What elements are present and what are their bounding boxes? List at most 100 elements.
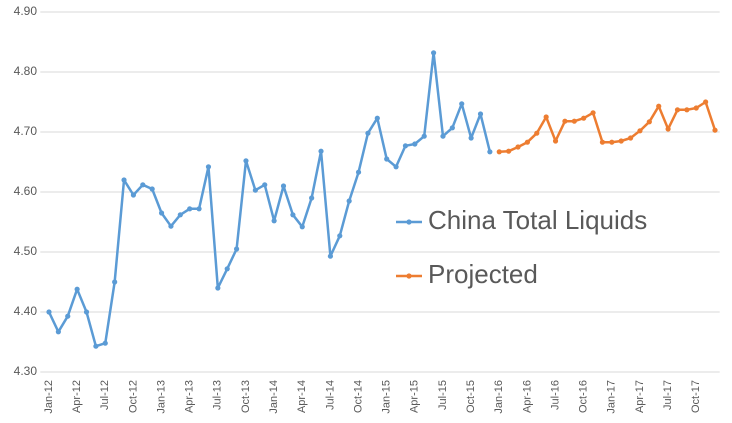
- series-marker: [515, 144, 521, 150]
- legend-marker: [406, 273, 412, 279]
- legend-marker: [406, 219, 412, 225]
- x-tick-label: Jul-16: [549, 380, 561, 410]
- x-tick-label: Jul-13: [212, 380, 224, 410]
- series-marker: [543, 114, 549, 120]
- x-tick-label: Jul-12: [99, 380, 111, 410]
- x-tick-label: Apr-13: [184, 380, 196, 413]
- x-tick-label: Jul-14: [324, 380, 336, 410]
- series-marker: [346, 198, 352, 204]
- series-marker: [318, 148, 324, 154]
- series-marker: [140, 182, 146, 188]
- x-tick-label: Jul-15: [437, 380, 449, 410]
- x-tick-label: Jan-13: [155, 380, 167, 414]
- series-marker: [65, 313, 71, 319]
- series-marker: [674, 107, 681, 113]
- series-marker: [477, 111, 484, 117]
- y-tick-label: 4.80: [14, 64, 38, 78]
- series-marker: [656, 103, 662, 109]
- series-marker: [552, 138, 559, 144]
- x-tick-label: Jan-15: [381, 380, 393, 414]
- x-tick-label: Jul-17: [662, 380, 674, 410]
- series-marker: [187, 206, 193, 212]
- series-marker: [412, 141, 418, 147]
- series-marker: [374, 115, 380, 121]
- series-marker: [665, 126, 671, 132]
- y-tick-label: 4.90: [14, 4, 38, 18]
- series-marker: [468, 135, 474, 141]
- series-marker: [149, 186, 155, 192]
- series-marker: [684, 107, 690, 113]
- x-tick-label: Jan-14: [268, 380, 280, 414]
- series-marker: [459, 101, 465, 107]
- series-marker: [562, 118, 568, 124]
- x-tick-label: Jan-12: [43, 380, 55, 414]
- series-marker: [46, 309, 52, 315]
- series-marker: [524, 139, 530, 145]
- legend-label: China Total Liquids: [428, 205, 647, 235]
- series-marker: [581, 115, 587, 121]
- series-marker: [102, 340, 108, 346]
- series-marker: [243, 158, 249, 164]
- series-marker: [74, 286, 80, 292]
- series-marker: [421, 133, 427, 139]
- series-marker: [83, 309, 90, 315]
- series-marker: [355, 169, 362, 175]
- series-marker: [384, 156, 390, 162]
- series-marker: [627, 135, 634, 141]
- y-tick-label: 4.30: [14, 364, 38, 378]
- x-tick-label: Oct-17: [690, 380, 702, 413]
- series-marker: [440, 133, 446, 139]
- series-marker: [112, 279, 118, 285]
- series-marker: [121, 177, 127, 183]
- series-marker: [55, 329, 61, 335]
- series-marker: [205, 164, 212, 170]
- series-marker: [618, 138, 624, 144]
- series-marker: [487, 149, 493, 155]
- x-tick-label: Oct-14: [352, 380, 364, 413]
- y-tick-label: 4.40: [14, 304, 38, 318]
- series-marker: [590, 110, 596, 116]
- series-marker: [224, 266, 230, 272]
- x-tick-label: Apr-16: [521, 380, 533, 413]
- series-marker: [234, 246, 240, 252]
- series-line: [499, 100, 717, 154]
- x-tick-label: Oct-12: [127, 380, 139, 413]
- series-marker: [712, 127, 718, 133]
- series-marker: [337, 233, 343, 239]
- series-marker: [215, 285, 221, 291]
- x-tick-label: Oct-16: [578, 380, 590, 413]
- x-tick-label: Apr-15: [409, 380, 421, 413]
- series-marker: [177, 212, 183, 218]
- x-tick-label: Apr-12: [71, 380, 83, 413]
- series-marker: [130, 192, 137, 198]
- series-marker: [402, 143, 409, 149]
- series-marker: [158, 210, 165, 216]
- series-marker: [271, 218, 277, 224]
- series-marker: [290, 212, 296, 218]
- series-line: [47, 51, 492, 348]
- series-marker: [280, 183, 287, 189]
- x-tick-label: Apr-14: [296, 380, 308, 413]
- x-tick-label: Oct-13: [240, 380, 252, 413]
- series-marker: [693, 105, 699, 111]
- series-marker: [299, 224, 305, 230]
- series-marker: [327, 253, 334, 259]
- series-marker: [196, 206, 202, 212]
- series-marker: [93, 343, 99, 349]
- x-tick-label: Apr-17: [634, 380, 646, 413]
- series-marker: [534, 130, 540, 136]
- series-marker: [168, 223, 174, 229]
- series-marker: [571, 118, 577, 124]
- y-tick-label: 4.50: [14, 244, 38, 258]
- series-marker: [365, 130, 371, 136]
- series-marker: [646, 119, 652, 125]
- series-marker: [309, 195, 315, 201]
- series-marker: [496, 149, 502, 155]
- series-marker: [506, 148, 512, 154]
- x-tick-label: Oct-15: [465, 380, 477, 413]
- series-marker: [449, 125, 455, 131]
- series-marker: [252, 187, 258, 193]
- series-marker: [393, 164, 399, 170]
